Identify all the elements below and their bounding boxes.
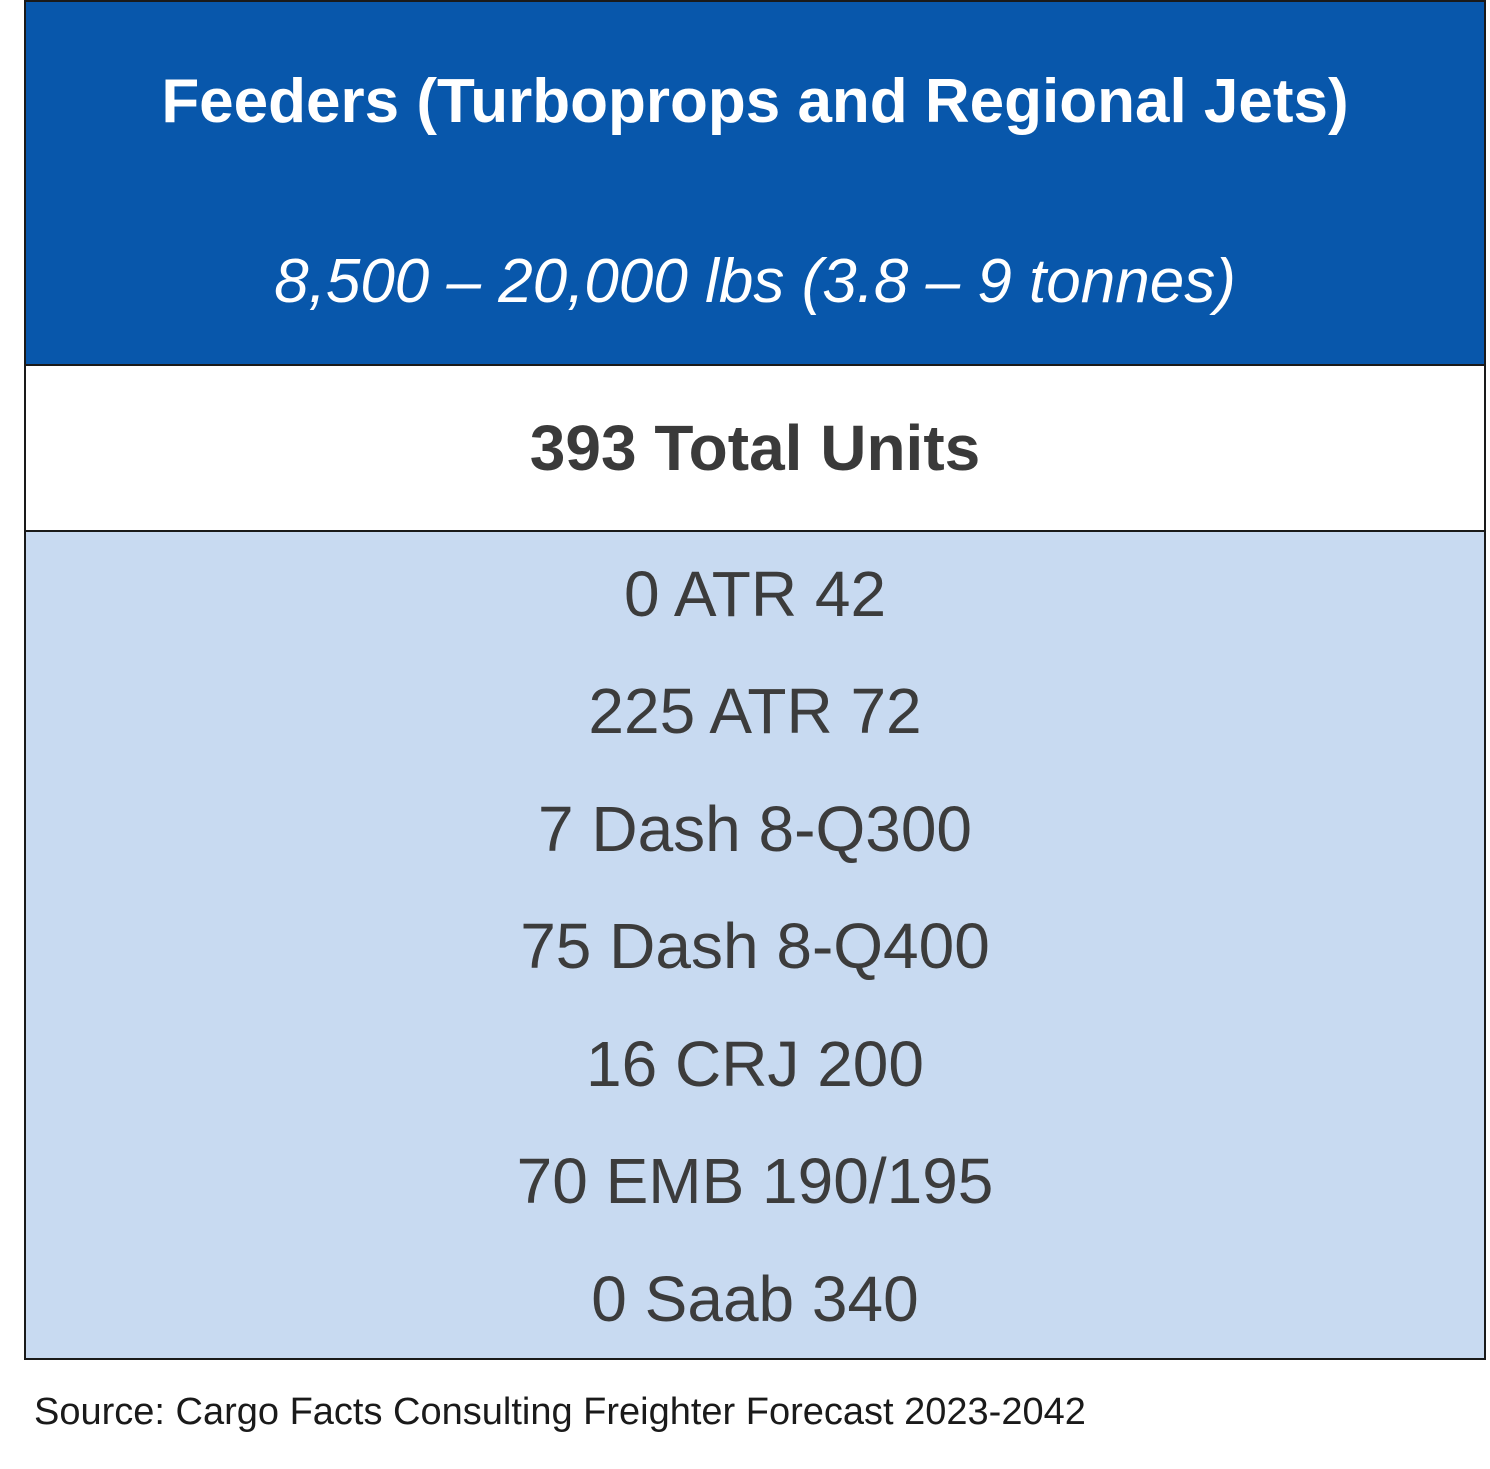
table-header: Feeders (Turboprops and Regional Jets) 8… <box>26 2 1484 366</box>
aircraft-row-atr-42: 0 ATR 42 <box>623 558 887 630</box>
aircraft-row-atr-72: 225 ATR 72 <box>588 675 922 747</box>
aircraft-row-dash-8-q400: 75 Dash 8-Q400 <box>520 910 990 982</box>
feeder-table: Feeders (Turboprops and Regional Jets) 8… <box>24 0 1486 1360</box>
total-units-row: 393 Total Units <box>26 366 1484 532</box>
aircraft-list: 0 ATR 42 225 ATR 72 7 Dash 8-Q300 75 Das… <box>26 532 1484 1358</box>
aircraft-row-emb-190-195: 70 EMB 190/195 <box>516 1145 994 1217</box>
table-title: Feeders (Turboprops and Regional Jets) <box>161 67 1349 136</box>
aircraft-row-dash-8-q300: 7 Dash 8-Q300 <box>537 793 973 865</box>
table-subtitle: 8,500 – 20,000 lbs (3.8 – 9 tonnes) <box>274 247 1236 316</box>
source-note: Source: Cargo Facts Consulting Freighter… <box>34 1391 1086 1433</box>
aircraft-row-crj-200: 16 CRJ 200 <box>586 1028 924 1100</box>
aircraft-row-saab-340: 0 Saab 340 <box>591 1263 919 1335</box>
total-units-label: 393 Total Units <box>529 412 981 484</box>
